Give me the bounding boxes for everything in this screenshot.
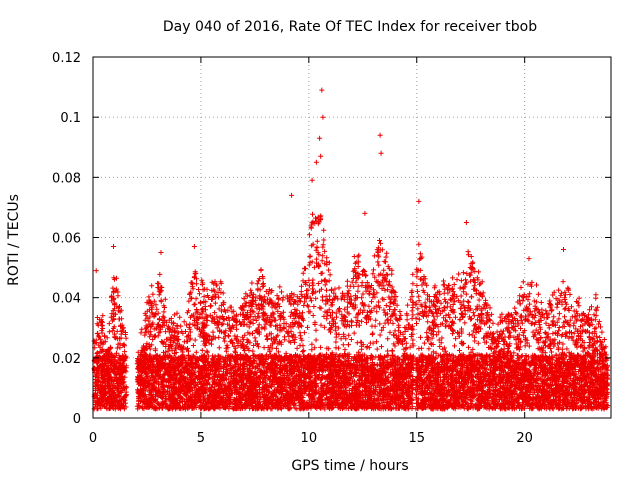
x-axis-label: GPS time / hours xyxy=(291,458,408,474)
y-tick-label: 0.06 xyxy=(52,232,81,247)
data-points xyxy=(91,87,611,412)
y-tick-label: 0.08 xyxy=(52,171,81,186)
y-tick-label: 0.02 xyxy=(52,352,81,367)
y-tick-label: 0.04 xyxy=(52,292,81,307)
axis-ticks: 0 5 10 15 20 0 0.02 0.04 0.06 0.08 0.1 0.12 xyxy=(52,51,611,446)
x-tick-label: 20 xyxy=(516,431,533,446)
scatter-points xyxy=(91,87,611,412)
x-tick-label: 10 xyxy=(301,431,318,446)
x-tick-label: 5 xyxy=(197,431,205,446)
chart-title: Day 040 of 2016, Rate Of TEC Index for r… xyxy=(163,19,537,35)
x-tick-label: 15 xyxy=(408,431,425,446)
y-axis-label: ROTI / TECUs xyxy=(6,194,22,286)
x-tick-label: 0 xyxy=(89,431,97,446)
y-tick-label: 0 xyxy=(73,412,81,427)
y-tick-label: 0.1 xyxy=(60,111,81,126)
y-tick-label: 0.12 xyxy=(52,51,81,66)
